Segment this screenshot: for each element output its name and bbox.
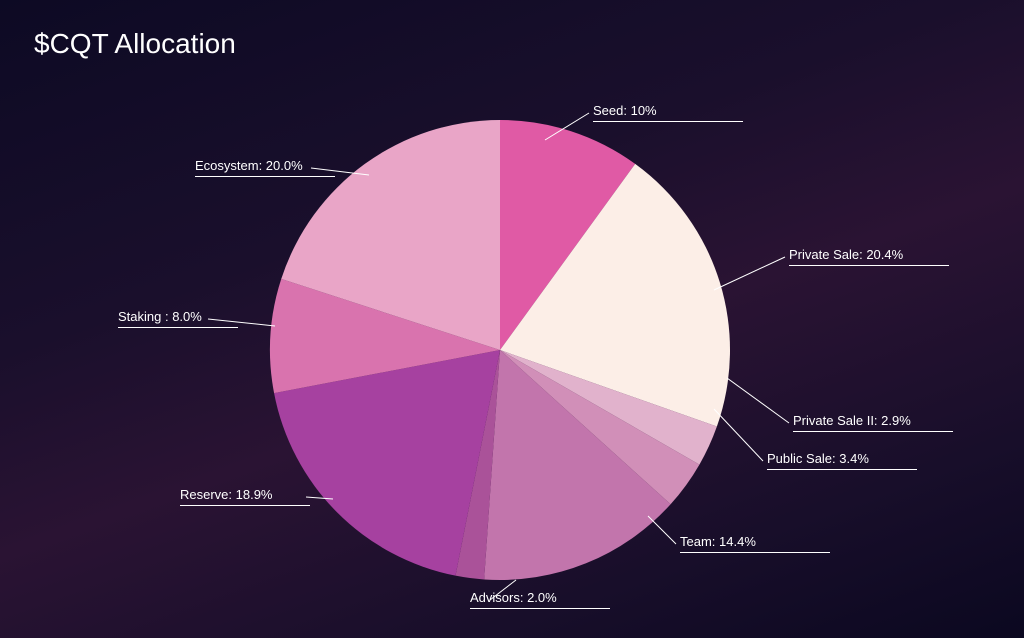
leader-line	[648, 516, 676, 544]
slice-label-seed: Seed: 10%	[593, 103, 743, 122]
slice-label-advisors: Advisors: 2.0%	[470, 590, 610, 609]
leader-line	[727, 378, 789, 423]
slice-label-ecosystem: Ecosystem: 20.0%	[195, 158, 335, 177]
slice-label-staking: Staking : 8.0%	[118, 309, 238, 328]
leader-line	[714, 409, 763, 461]
slice-label-reserve: Reserve: 18.9%	[180, 487, 310, 506]
slice-label-private-sale-ii: Private Sale II: 2.9%	[793, 413, 953, 432]
leader-line	[714, 257, 785, 290]
slice-label-public-sale: Public Sale: 3.4%	[767, 451, 917, 470]
slice-label-private-sale: Private Sale: 20.4%	[789, 247, 949, 266]
slice-label-team: Team: 14.4%	[680, 534, 830, 553]
